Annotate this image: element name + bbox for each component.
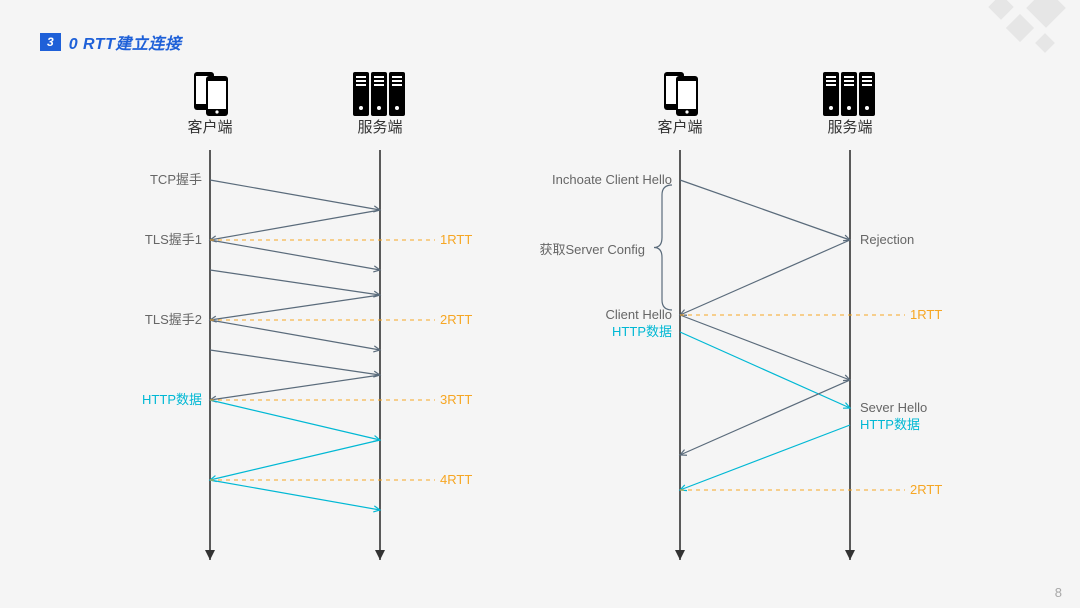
- svg-text:Sever Hello: Sever Hello: [860, 400, 927, 415]
- svg-text:1RTT: 1RTT: [910, 307, 942, 322]
- svg-text:Inchoate Client Hello: Inchoate Client Hello: [552, 172, 672, 187]
- section-number-badge: 3: [40, 33, 61, 51]
- svg-text:客户端: 客户端: [187, 119, 232, 136]
- client-icon: [194, 72, 228, 116]
- page-number: 8: [1055, 585, 1062, 600]
- svg-text:Rejection: Rejection: [860, 232, 914, 247]
- slide-header: 3 0 RTT建立连接: [40, 30, 181, 54]
- svg-text:获取Server Config: 获取Server Config: [540, 242, 645, 257]
- brace: [654, 185, 672, 310]
- svg-text:服务端: 服务端: [827, 119, 872, 136]
- svg-text:2RTT: 2RTT: [440, 312, 472, 327]
- sequence-diagram-tcp-tls: 客户端 服务端 1RTT 2RTT 3RTT 4RTT TCP握手 TLS握手1 TLS握手2 H…: [120, 60, 540, 560]
- server-icon: [823, 72, 875, 116]
- server-icon: [353, 72, 405, 116]
- svg-text:服务端: 服务端: [357, 119, 402, 136]
- svg-text:Client Hello: Client Hello: [606, 307, 672, 322]
- svg-text:TCP握手: TCP握手: [150, 172, 202, 187]
- svg-text:TLS握手2: TLS握手2: [145, 312, 202, 327]
- svg-text:TLS握手1: TLS握手1: [145, 232, 202, 247]
- svg-text:客户端: 客户端: [657, 119, 702, 136]
- svg-text:1RTT: 1RTT: [440, 232, 472, 247]
- svg-text:4RTT: 4RTT: [440, 472, 472, 487]
- svg-text:2RTT: 2RTT: [910, 482, 942, 497]
- slide-title: 0 RTT建立连接: [69, 30, 182, 54]
- svg-text:HTTP数据: HTTP数据: [612, 324, 672, 339]
- svg-text:HTTP数据: HTTP数据: [142, 392, 202, 407]
- client-icon: [664, 72, 698, 116]
- sequence-diagram-quic: 客户端服务端1RTT2RTTInchoate Client Hello获取Ser…: [590, 60, 1030, 560]
- svg-text:3RTT: 3RTT: [440, 392, 472, 407]
- svg-text:HTTP数据: HTTP数据: [860, 417, 920, 432]
